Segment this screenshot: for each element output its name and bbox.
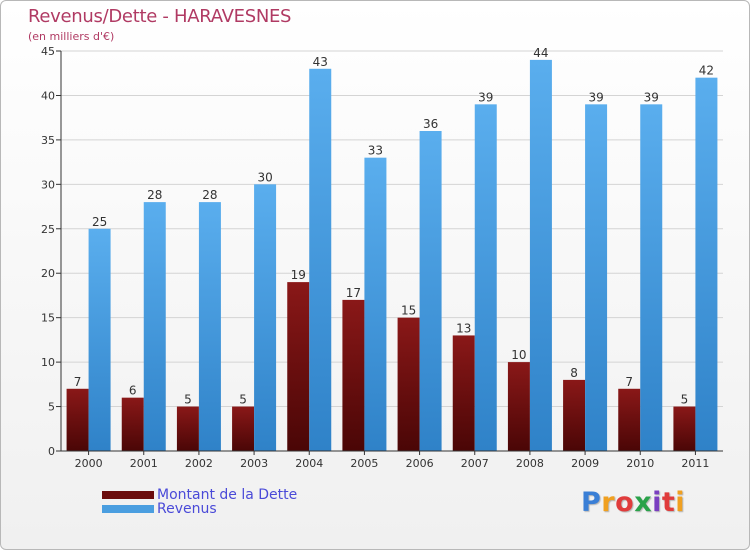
chart-title: Revenus/Dette - HARAVESNES [28, 6, 292, 27]
bar-revenus-2000 [88, 228, 111, 451]
bar-revenus-2010 [640, 104, 663, 451]
data-label-revenus-2008: 44 [533, 46, 548, 60]
y-tick-label: 35 [41, 134, 55, 147]
bar-revenus-2009 [585, 104, 608, 451]
x-tick-label: 2005 [350, 457, 378, 470]
logo-letter: i [675, 487, 686, 518]
data-label-revenus-2009: 39 [588, 90, 603, 104]
data-label-debt-2010: 7 [625, 375, 633, 389]
bar-debt-2000 [66, 388, 89, 451]
x-tick-label: 2006 [406, 457, 434, 470]
data-label-debt-2004: 19 [291, 268, 306, 282]
chart-subtitle: (en milliers d'€) [28, 30, 115, 43]
x-tick-label: 2002 [185, 457, 213, 470]
bar-revenus-2007 [474, 104, 497, 451]
bar-debt-2005 [342, 299, 365, 451]
data-label-revenus-2007: 39 [478, 90, 493, 104]
data-label-revenus-2003: 30 [257, 170, 272, 184]
data-label-debt-2011: 5 [681, 393, 689, 407]
x-tick-label: 2000 [75, 457, 103, 470]
data-label-debt-2008: 10 [511, 348, 526, 362]
data-label-debt-2007: 13 [456, 321, 471, 335]
bar-debt-2002 [176, 406, 199, 451]
logo-letter: P [581, 487, 602, 518]
y-tick-label: 15 [41, 312, 55, 325]
bar-debt-2006 [397, 317, 420, 451]
logo-letter: x [634, 487, 653, 518]
data-label-debt-2000: 7 [74, 375, 82, 389]
y-tick-label: 0 [48, 445, 55, 458]
data-label-revenus-2004: 43 [313, 55, 328, 69]
bar-debt-2003 [232, 406, 255, 451]
data-label-revenus-2001: 28 [147, 188, 162, 202]
y-tick-label: 10 [41, 356, 55, 369]
bar-debt-2008 [507, 362, 530, 451]
bar-debt-2004 [287, 282, 310, 451]
data-label-revenus-2011: 42 [699, 64, 714, 78]
legend-swatch-revenus [102, 505, 154, 513]
data-label-debt-2002: 5 [184, 393, 192, 407]
bar-revenus-2003 [254, 184, 277, 452]
legend-label-debt: Montant de la Dette [157, 487, 298, 503]
bar-revenus-2001 [143, 202, 166, 451]
bar-revenus-2002 [198, 202, 221, 451]
legend-label-revenus: Revenus [157, 501, 217, 517]
logo-letter: o [615, 487, 635, 518]
data-label-revenus-2006: 36 [423, 117, 438, 131]
bar-revenus-2011 [695, 77, 718, 452]
y-tick-label: 5 [48, 401, 55, 414]
x-tick-label: 2007 [461, 457, 489, 470]
logo-letter: i [652, 487, 662, 518]
x-tick-label: 2010 [626, 457, 654, 470]
data-label-debt-2006: 15 [401, 304, 416, 318]
x-tick-label: 2011 [681, 457, 709, 470]
bar-debt-2011 [673, 406, 696, 451]
bar-debt-2001 [121, 397, 144, 451]
data-label-revenus-2002: 28 [202, 188, 217, 202]
y-tick-label: 30 [41, 178, 55, 191]
y-tick-label: 25 [41, 223, 55, 236]
data-label-revenus-2000: 25 [92, 215, 107, 229]
x-tick-label: 2008 [516, 457, 544, 470]
legend-swatch-debt [102, 491, 154, 499]
x-tick-label: 2009 [571, 457, 599, 470]
y-tick-label: 45 [41, 45, 55, 58]
logo-letter: t [661, 487, 676, 518]
data-label-debt-2003: 5 [239, 393, 247, 407]
bar-revenus-2006 [419, 131, 442, 451]
bar-revenus-2004 [309, 68, 332, 452]
data-label-debt-2009: 8 [570, 366, 578, 380]
x-tick-label: 2004 [295, 457, 323, 470]
logo-letter: r [601, 487, 616, 518]
bar-debt-2010 [618, 388, 641, 451]
y-tick-label: 40 [41, 89, 55, 102]
x-tick-label: 2001 [130, 457, 158, 470]
data-label-debt-2001: 6 [129, 384, 137, 398]
data-label-debt-2005: 17 [346, 286, 361, 300]
data-label-revenus-2005: 33 [368, 144, 383, 158]
data-label-revenus-2010: 39 [644, 90, 659, 104]
proxiti-logo: Proxiti [581, 487, 685, 518]
bar-debt-2009 [563, 379, 586, 451]
bar-debt-2007 [452, 335, 475, 451]
bar-revenus-2005 [364, 157, 387, 451]
bar-revenus-2008 [529, 59, 552, 452]
x-tick-label: 2003 [240, 457, 268, 470]
y-tick-label: 20 [41, 267, 55, 280]
